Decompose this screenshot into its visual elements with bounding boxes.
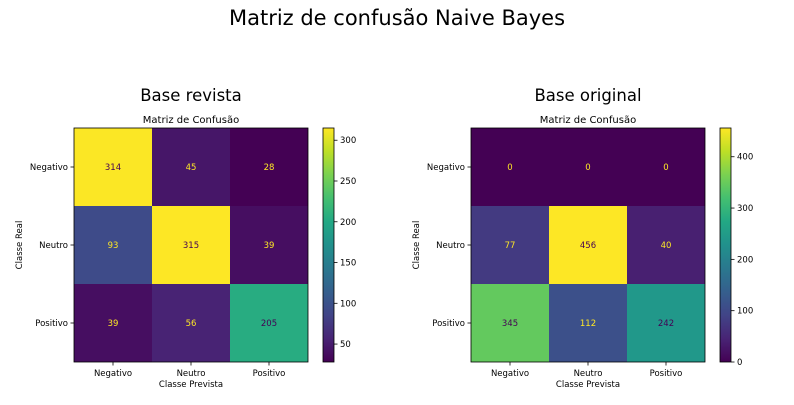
colorbar-tick-label: 300 (340, 136, 356, 146)
heatmap-cell (549, 284, 627, 362)
confusion-matrix-base-original: Base original Matriz de Confusão 0 0 0 77 456 4… (412, 86, 753, 390)
heatmap-cell (152, 128, 230, 206)
x-tick-label: Negativo (94, 369, 132, 379)
y-tick-label: Neutro (436, 241, 465, 251)
cell-value-label: 40 (661, 241, 672, 251)
cell-value-label: 0 (663, 163, 668, 173)
cell-value-label: 112 (580, 319, 596, 329)
cell-value-label: 45 (186, 163, 197, 173)
panel-title: Base original (534, 86, 641, 105)
cell-value-label: 93 (108, 241, 119, 251)
y-tick-label: Negativo (427, 163, 465, 173)
colorbar-tick-label: 250 (340, 177, 356, 187)
x-axis-label: Classe Prevista (159, 380, 223, 390)
cell-value-label: 56 (186, 319, 197, 329)
colorbar-tick-label: 300 (737, 204, 753, 214)
cell-value-label: 314 (105, 163, 121, 173)
figure-title: Matriz de confusão Naive Bayes (228, 6, 566, 30)
colorbar-tick-label: 50 (340, 340, 351, 350)
cell-value-label: 345 (502, 319, 518, 329)
heatmap-cell (74, 128, 152, 206)
colorbar-tick-label: 200 (737, 255, 753, 265)
heatmap-cell (74, 284, 152, 362)
x-tick-label: Positivo (650, 369, 683, 379)
y-tick-label: Neutro (39, 241, 68, 251)
y-axis-label: Classe Real (15, 221, 25, 270)
heatmap-cell (549, 206, 627, 284)
heatmap-cell (152, 206, 230, 284)
cell-value-label: 0 (585, 163, 590, 173)
colorbar-tick-label: 0 (737, 358, 742, 368)
heatmap-cell (152, 284, 230, 362)
heatmap-cell (74, 206, 152, 284)
x-axis-label: Classe Prevista (556, 380, 620, 390)
heatmap-cell (230, 128, 308, 206)
heatmap-cell (471, 128, 549, 206)
cell-value-label: 28 (264, 163, 275, 173)
heatmap-cell (627, 206, 705, 284)
heatmap-cell (549, 128, 627, 206)
colorbar-tick-label: 200 (340, 218, 356, 228)
heatmap-cell (471, 284, 549, 362)
colorbar-tick-label: 400 (737, 153, 753, 163)
panel-title: Base revista (140, 86, 242, 105)
chart-title: Matriz de Confusão (143, 115, 239, 126)
y-axis-label: Classe Real (412, 221, 422, 270)
x-tick-label: Neutro (177, 369, 206, 379)
cell-value-label: 315 (183, 241, 199, 251)
heatmap-cell (627, 128, 705, 206)
cell-value-label: 205 (261, 319, 277, 329)
cell-value-label: 77 (505, 241, 516, 251)
heatmap-cell (627, 284, 705, 362)
heatmap-cell (230, 206, 308, 284)
y-tick-label: Positivo (35, 319, 68, 329)
colorbar (322, 127, 335, 363)
heatmap-cell (471, 206, 549, 284)
colorbar-tick-label: 150 (340, 259, 356, 269)
y-tick-label: Negativo (30, 163, 68, 173)
cell-value-label: 39 (264, 241, 275, 251)
x-tick-label: Neutro (574, 369, 603, 379)
colorbar-tick-label: 100 (340, 299, 356, 309)
cell-value-label: 242 (658, 319, 674, 329)
confusion-matrix-base-revista: Base revista Matriz de Confusão 314 45 28 93 3… (15, 86, 356, 390)
cell-value-label: 456 (580, 241, 596, 251)
cell-value-label: 39 (108, 319, 119, 329)
chart-title: Matriz de Confusão (540, 115, 636, 126)
cell-value-label: 0 (507, 163, 512, 173)
x-tick-label: Negativo (491, 369, 529, 379)
colorbar (719, 127, 732, 363)
x-tick-label: Positivo (253, 369, 286, 379)
heatmap-cell (230, 284, 308, 362)
y-tick-label: Positivo (432, 319, 465, 329)
colorbar-tick-label: 100 (737, 307, 753, 317)
